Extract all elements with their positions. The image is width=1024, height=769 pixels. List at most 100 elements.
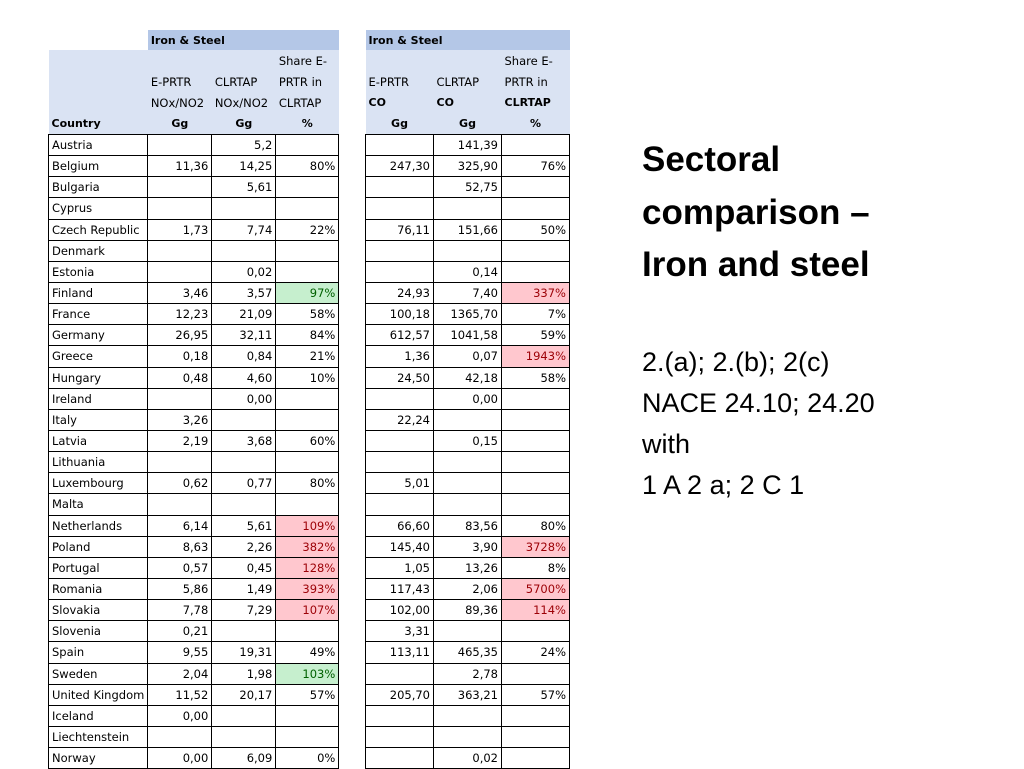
- country-cell: Bulgaria: [47, 176, 149, 199]
- value-cell: 60%: [275, 429, 340, 453]
- title-line: comparison –: [642, 192, 870, 232]
- value-cell: 107%: [275, 599, 340, 622]
- value-cell: 2,06: [433, 577, 502, 601]
- co-table: Iron & Steel Share E- E-PRTR CLRTAP PRTR in…: [365, 30, 570, 769]
- table-row: Portugal 0,57 0,45 128%: [47, 556, 340, 579]
- table-row: Czech Republic 1,73 7,74 22%: [47, 218, 340, 241]
- table-row: 52,75: [365, 176, 570, 199]
- value-cell: 247,30: [365, 155, 434, 178]
- country-cell: Belgium: [47, 155, 149, 178]
- value-cell: 24%: [501, 641, 570, 664]
- header-row: Share E-: [48, 50, 339, 71]
- value-cell: 100,18: [365, 303, 434, 326]
- value-cell: [365, 387, 434, 410]
- value-cell: 145,40: [365, 535, 434, 558]
- value-cell: 1365,70: [433, 303, 502, 326]
- table-row: 0,14: [365, 260, 570, 283]
- header-cell: %: [501, 113, 570, 135]
- value-cell: 117,43: [365, 577, 434, 601]
- table-row: 2,78: [365, 662, 570, 685]
- value-cell: [147, 725, 213, 749]
- value-cell: [147, 176, 213, 199]
- value-cell: 2,26: [211, 535, 277, 558]
- value-cell: 1,36: [365, 345, 434, 368]
- value-cell: [433, 408, 502, 431]
- value-cell: 1,49: [211, 577, 277, 601]
- table-row: Netherlands 6,14 5,61 109%: [47, 514, 340, 537]
- value-cell: 0,00: [147, 704, 213, 727]
- value-cell: [501, 133, 570, 157]
- value-cell: 21%: [275, 345, 340, 368]
- table-row: Greece 0,18 0,84 21%: [47, 345, 340, 368]
- value-cell: 337%: [501, 281, 570, 305]
- value-cell: 3728%: [501, 535, 570, 558]
- value-cell: 3,90: [433, 535, 502, 558]
- table-row: France 12,23 21,09 58%: [47, 303, 340, 326]
- country-cell: Norway: [47, 747, 149, 769]
- header-cell: [433, 50, 502, 71]
- value-cell: 0,15: [433, 429, 502, 453]
- country-cell: Cyprus: [47, 197, 149, 220]
- value-cell: 52,75: [433, 176, 502, 199]
- header-cell: CLRTAP: [433, 71, 502, 92]
- value-cell: 9,55: [147, 641, 213, 664]
- header-cell: Share E-: [501, 50, 570, 71]
- country-cell: Ireland: [47, 387, 149, 410]
- value-cell: 465,35: [433, 641, 502, 664]
- value-cell: 0,02: [211, 260, 277, 283]
- header-cell: CO: [365, 92, 434, 113]
- value-cell: 5,01: [365, 472, 434, 495]
- value-cell: [365, 176, 434, 199]
- country-cell: Sweden: [47, 662, 149, 685]
- table-row: Latvia 2,19 3,68 60%: [47, 429, 340, 453]
- value-cell: [275, 451, 340, 474]
- country-cell: Luxembourg: [47, 472, 149, 495]
- value-cell: 393%: [275, 577, 340, 601]
- value-cell: 7,40: [433, 281, 502, 305]
- header-cell: CLRTAP: [211, 71, 276, 92]
- value-cell: 58%: [275, 303, 340, 326]
- value-cell: 141,39: [433, 133, 502, 157]
- country-cell: Portugal: [47, 556, 149, 579]
- value-cell: [501, 451, 570, 474]
- table-row: Denmark: [47, 239, 340, 262]
- value-cell: 0,18: [147, 345, 213, 368]
- subtitle-line: with: [642, 429, 691, 460]
- subtitle-line: NACE 24.10; 24.20: [642, 388, 875, 419]
- table-row: 612,57 1041,58 59%: [365, 324, 570, 347]
- header-cell: NOx/NO2: [147, 92, 212, 113]
- value-cell: 0,45: [211, 556, 277, 579]
- value-cell: [275, 260, 340, 283]
- value-cell: 59%: [501, 324, 570, 347]
- table-row: 102,00 89,36 114%: [365, 599, 570, 622]
- table-row: Norway 0,00 6,09 0%: [47, 747, 340, 769]
- value-cell: 80%: [275, 472, 340, 495]
- table-row: 5,01: [365, 472, 570, 495]
- table-row: Bulgaria 5,61: [47, 176, 340, 199]
- value-cell: 7%: [501, 303, 570, 326]
- country-cell: Romania: [47, 577, 149, 601]
- value-cell: 3,31: [365, 620, 434, 643]
- value-cell: 5,86: [147, 577, 213, 601]
- value-cell: 0,77: [211, 472, 277, 495]
- value-cell: 1,98: [211, 662, 277, 685]
- value-cell: 0,00: [211, 387, 277, 410]
- table-row: 145,40 3,90 3728%: [365, 535, 570, 558]
- value-cell: 83,56: [433, 514, 502, 537]
- country-cell: Latvia: [47, 429, 149, 453]
- value-cell: [275, 133, 340, 157]
- value-cell: [275, 408, 340, 431]
- value-cell: [147, 451, 213, 474]
- table-row: 1,36 0,07 1943%: [365, 345, 570, 368]
- value-cell: [275, 197, 340, 220]
- value-cell: [433, 493, 502, 516]
- value-cell: [211, 197, 277, 220]
- value-cell: [147, 387, 213, 410]
- country-cell: Poland: [47, 535, 149, 558]
- value-cell: 58%: [501, 366, 570, 389]
- value-cell: [433, 704, 502, 727]
- value-cell: [501, 493, 570, 516]
- value-cell: [211, 408, 277, 431]
- value-cell: [433, 725, 502, 749]
- value-cell: 80%: [275, 155, 340, 178]
